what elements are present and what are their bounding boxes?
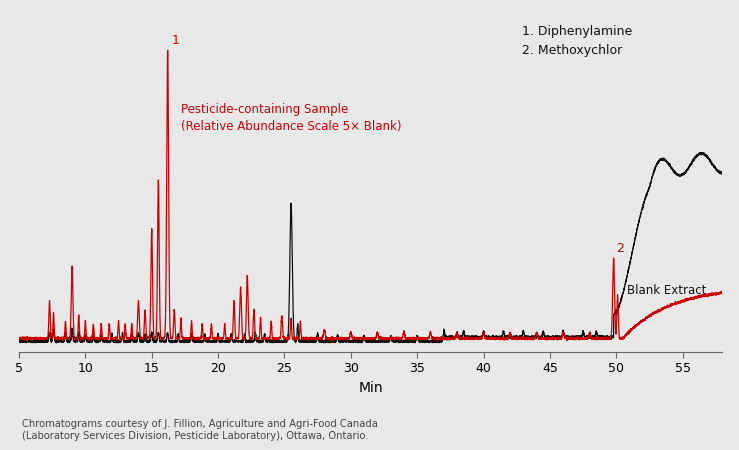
Text: 1. Diphenylamine
2. Methoxychlor: 1. Diphenylamine 2. Methoxychlor <box>522 25 632 57</box>
Text: Blank Extract: Blank Extract <box>627 284 706 297</box>
Text: Chromatograms courtesy of J. Fillion, Agriculture and Agri-Food Canada
(Laborato: Chromatograms courtesy of J. Fillion, Ag… <box>22 419 378 441</box>
Text: Pesticide-containing Sample
(Relative Abundance Scale 5× Blank): Pesticide-containing Sample (Relative Ab… <box>181 103 401 133</box>
X-axis label: Min: Min <box>358 381 383 395</box>
Text: 1: 1 <box>171 34 180 47</box>
Text: 2: 2 <box>616 243 624 255</box>
